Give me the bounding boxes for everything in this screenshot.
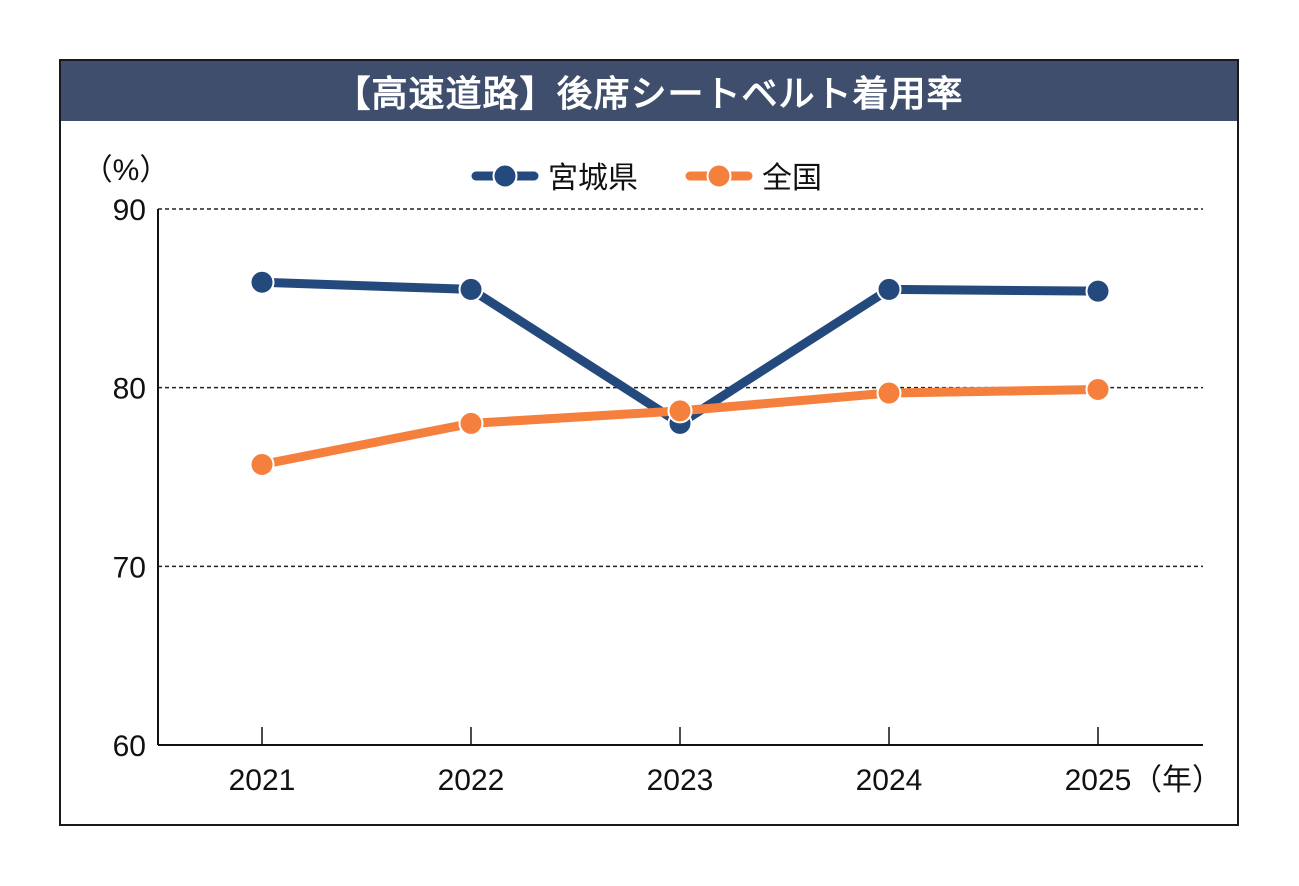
y-tick-label: 70: [113, 551, 146, 584]
data-point: [1085, 376, 1111, 402]
legend-label: 全国: [762, 161, 822, 196]
x-tick-label: 2024: [856, 764, 923, 797]
legend: 宮城県 全国: [471, 161, 822, 196]
legend-marker: [706, 163, 732, 189]
y-axis-label: （%）: [83, 154, 170, 187]
x-tick-label: 2021: [229, 764, 296, 797]
data-point: [249, 451, 275, 477]
legend-marker: [492, 163, 518, 189]
x-tick-label: 2022: [438, 764, 505, 797]
legend-item: 宮城県: [471, 161, 638, 196]
y-tick-label: 90: [113, 194, 146, 227]
data-point: [876, 276, 902, 302]
y-tick-label: 60: [113, 730, 146, 763]
chart-frame: 【高速道路】後席シートベルト着用率: [59, 59, 1239, 826]
series-lines: [249, 269, 1111, 477]
axes: [157, 209, 1203, 746]
legend-item: 全国: [685, 161, 822, 196]
tick-labels: 60 70 80 90 （%） 2021 2022 2023 2024 2025 （年）: [83, 154, 1222, 797]
data-point: [1085, 278, 1111, 304]
data-point: [876, 380, 902, 406]
chart-title: 【高速道路】後席シートベルト着用率: [61, 61, 1237, 121]
x-axis-unit-label: （年）: [1132, 764, 1222, 797]
series-1: [249, 376, 1111, 477]
data-point: [458, 410, 484, 436]
x-tick-label: 2023: [647, 764, 714, 797]
data-point: [458, 276, 484, 302]
x-tick-label: 2025: [1065, 764, 1132, 797]
data-point: [667, 398, 693, 424]
data-point: [249, 269, 275, 295]
legend-label: 宮城県: [548, 161, 638, 196]
y-tick-label: 80: [113, 373, 146, 406]
